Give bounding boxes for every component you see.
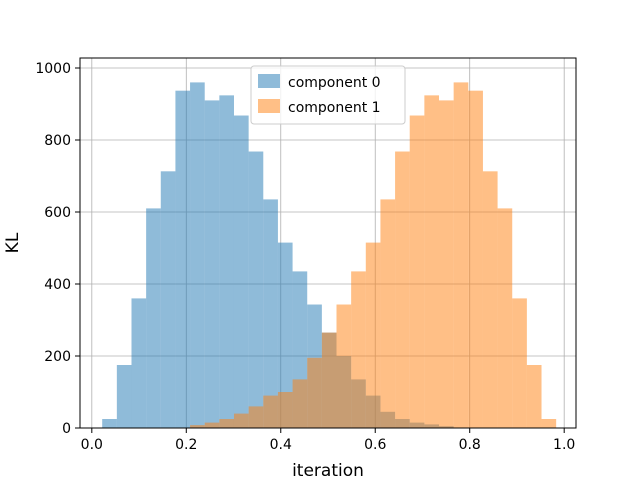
histogram-bar [351, 271, 366, 428]
histogram-bar [526, 365, 542, 428]
axis-ticks: 0.0 0.2 0.4 0.6 0.8 1.0 0 200 400 600 800 1000 [35, 61, 575, 453]
histogram-bar [468, 90, 483, 429]
histogram-bar [248, 151, 264, 428]
histogram-bar [453, 82, 469, 429]
histogram-bar [365, 242, 381, 428]
histogram-bar [321, 332, 337, 428]
histogram-bar [541, 419, 557, 428]
histogram-bar [146, 208, 161, 428]
y-tick-label: 0 [62, 421, 71, 437]
legend-label: component 0 [288, 75, 381, 91]
histogram-bar [263, 395, 278, 428]
x-tick-label: 1.0 [553, 437, 575, 453]
histogram-bar [277, 242, 293, 428]
x-axis-label: iteration [292, 461, 364, 480]
plot-frame [79, 57, 577, 429]
histogram-bar [263, 199, 278, 428]
histogram-bar [395, 151, 410, 428]
histogram-bar [131, 298, 147, 428]
histogram-bar [380, 199, 396, 428]
histogram-bars [102, 82, 557, 429]
y-tick-label: 1000 [35, 61, 71, 77]
histogram-bar [160, 171, 176, 428]
legend-swatch [258, 99, 280, 113]
histogram-bar [292, 379, 308, 428]
histogram-bar [116, 365, 132, 428]
histogram-bar [219, 95, 234, 429]
histogram-bar [233, 115, 249, 429]
histogram-bar [190, 82, 205, 429]
legend-label: component 1 [288, 100, 381, 116]
x-tick-label: 0.0 [81, 437, 103, 453]
x-tick-label: 0.2 [175, 437, 197, 453]
histogram-bar [424, 95, 440, 429]
histogram-bar [336, 304, 352, 428]
histogram-bar [439, 100, 454, 429]
x-tick-label: 0.4 [270, 437, 292, 453]
histogram-bar [175, 90, 191, 429]
x-tick-label: 0.8 [459, 437, 481, 453]
histogram-bar [409, 115, 425, 429]
series-1-bars [190, 82, 557, 429]
legend-box [250, 65, 406, 125]
legend-swatch [258, 74, 280, 88]
x-tick-label: 0.6 [364, 437, 386, 453]
histogram-bar [307, 357, 322, 428]
y-tick-label: 400 [44, 277, 71, 293]
y-axis-label: KL [3, 232, 23, 253]
histogram-bar [497, 208, 513, 428]
histogram-bar [204, 422, 220, 428]
histogram-bar [190, 425, 205, 428]
histogram-bar [482, 171, 498, 428]
legend: component 0 component 1 [250, 65, 406, 125]
histogram-bar [512, 298, 527, 428]
y-tick-label: 600 [44, 205, 71, 221]
histogram-bar [102, 419, 117, 428]
histogram-bar [248, 406, 264, 428]
y-tick-label: 200 [44, 349, 71, 365]
histogram-bar [277, 392, 293, 428]
histogram-bar [219, 419, 234, 428]
histogram-bar [233, 413, 249, 428]
y-tick-label: 800 [44, 133, 71, 149]
histogram-bar [204, 100, 220, 429]
